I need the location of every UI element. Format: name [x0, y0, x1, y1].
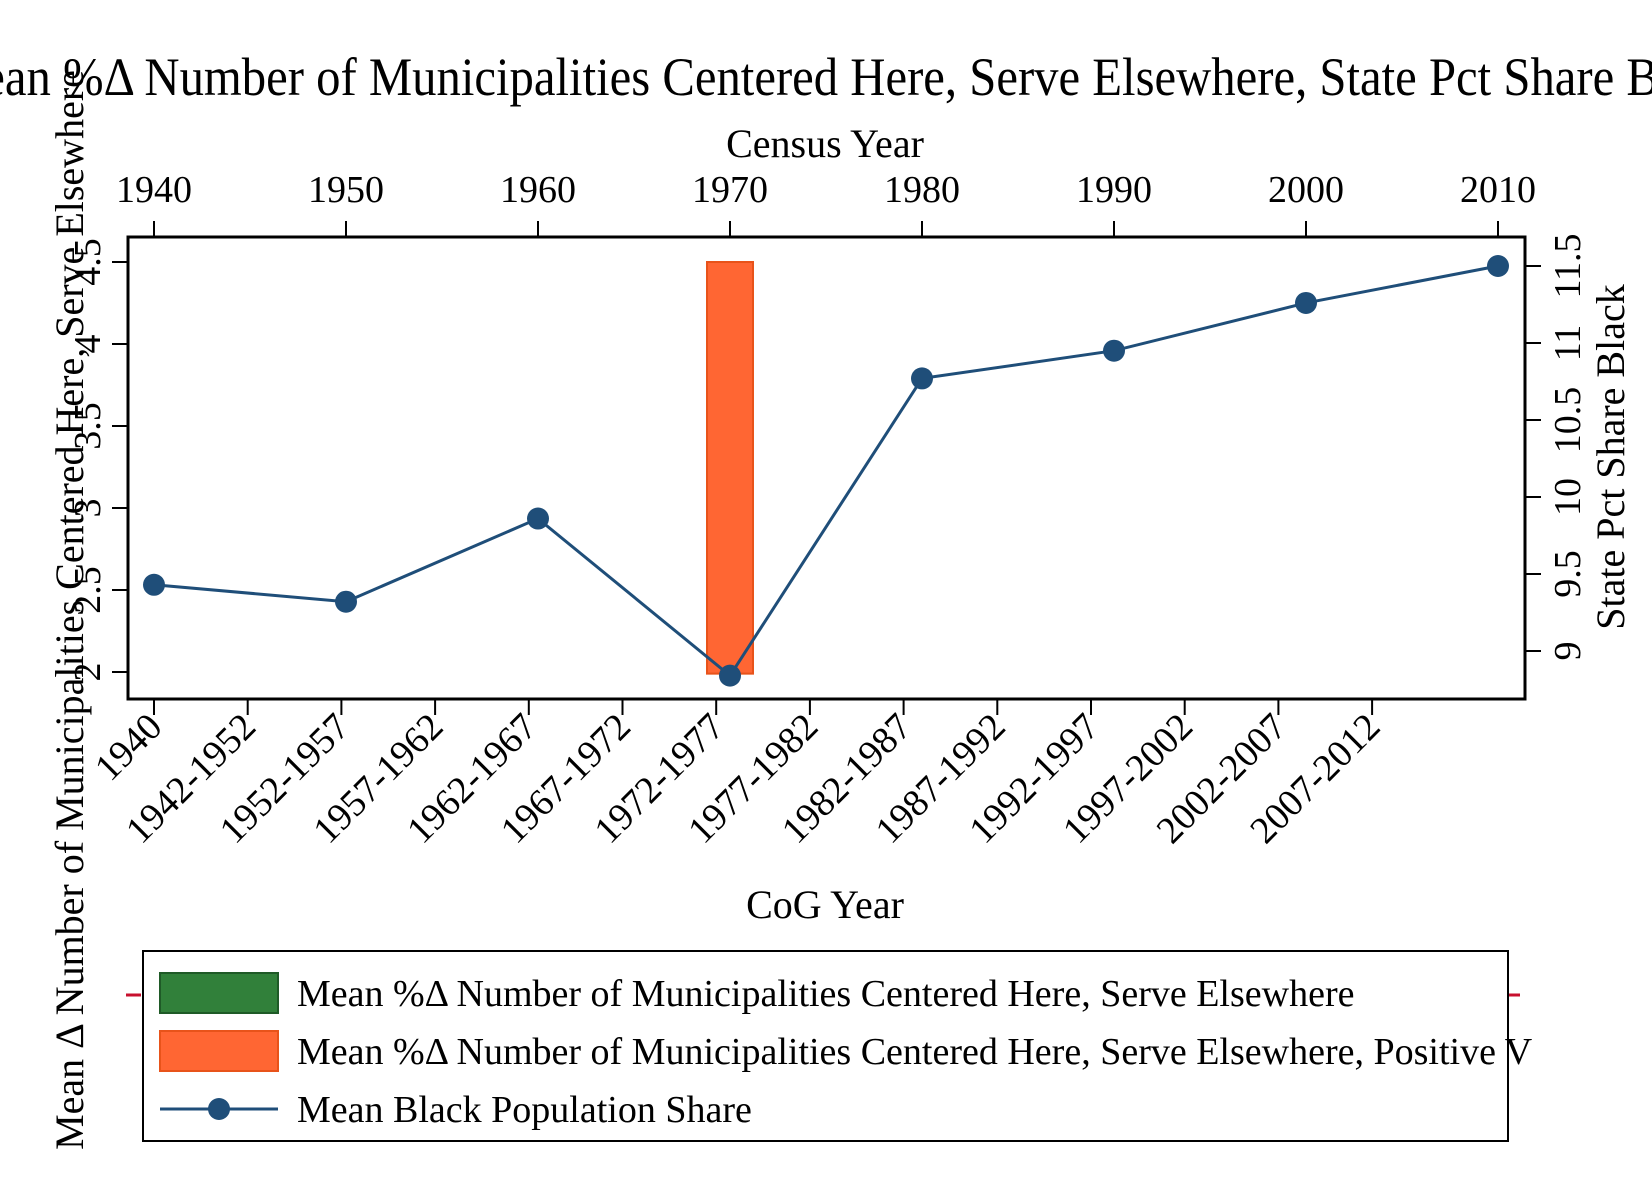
left-y-tick-label: 3 [67, 499, 109, 518]
left-y-tick-label: 3.5 [67, 402, 109, 450]
line-point [527, 507, 549, 530]
line-point [1103, 339, 1125, 362]
right-y-axis: 9 9.5 10 10.5 11 11.5 [1525, 233, 1589, 661]
left-y-axis-title: Mean Δ Number of Municipalities Centered… [47, 70, 92, 1150]
legend-swatch [159, 1030, 279, 1072]
top-x-tick-label: 1990 [1076, 169, 1152, 211]
right-y-tick-label: 11.5 [1547, 233, 1589, 298]
line-point [143, 573, 165, 596]
plot-frame [126, 235, 1527, 701]
right-y-tick-label: 9 [1547, 642, 1589, 661]
legend-label: Mean %Δ Number of Municipalities Centere… [297, 973, 1354, 1015]
legend-marker-swatch [208, 1098, 230, 1120]
line-point [719, 664, 741, 687]
left-y-tick-label: 2 [67, 663, 109, 682]
top-x-tick-label: 1950 [308, 169, 384, 211]
legend-label: Mean Black Population Share [297, 1089, 752, 1131]
top-x-tick-label: 1960 [500, 169, 576, 211]
left-y-tick-label: 4.5 [67, 238, 109, 286]
bottom-x-axis: 19401942-19521952-19571957-19621962-1967… [87, 699, 1388, 852]
right-y-axis-title: State Pct Share Black [1588, 284, 1633, 629]
top-x-axis: 1940 1950 1960 1970 1980 1990 2000 2010 [116, 169, 1536, 237]
bottom-x-tick-label: 1940 [87, 706, 170, 789]
bar-series [706, 261, 754, 675]
line-path [153, 264, 1499, 678]
line-point [911, 367, 933, 390]
right-y-tick-label: 9.5 [1547, 550, 1589, 598]
chart-title: Mean %Δ Number of Municipalities Centere… [0, 47, 1652, 107]
top-x-tick-label: 1940 [116, 169, 192, 211]
bottom-x-axis-title: CoG Year [746, 882, 904, 927]
top-x-axis-title: Census Year [726, 121, 924, 166]
top-x-tick-label: 1980 [884, 169, 960, 211]
legend-swatch [159, 972, 279, 1014]
right-y-tick-label: 10 [1547, 478, 1589, 516]
right-y-tick-label: 11 [1547, 325, 1589, 362]
top-x-tick-label: 2000 [1268, 169, 1344, 211]
left-y-tick-label: 2.5 [67, 566, 109, 614]
line-point [1295, 291, 1317, 314]
legend: Mean %Δ Number of Municipalities Centere… [159, 972, 1533, 1131]
legend-label: Mean %Δ Number of Municipalities Centere… [297, 1031, 1533, 1073]
legend-box [142, 950, 1509, 1142]
left-y-axis: 2 2.5 3 3.5 4 4.5 [67, 238, 128, 682]
right-y-tick-label: 10.5 [1547, 387, 1589, 454]
left-y-tick-label: 4 [67, 335, 109, 354]
line-point [1487, 255, 1509, 277]
line-series [143, 255, 1509, 687]
line-point [335, 590, 357, 613]
bar [706, 261, 754, 675]
top-x-tick-label: 1970 [692, 169, 768, 211]
top-x-tick-label: 2010 [1460, 169, 1536, 211]
